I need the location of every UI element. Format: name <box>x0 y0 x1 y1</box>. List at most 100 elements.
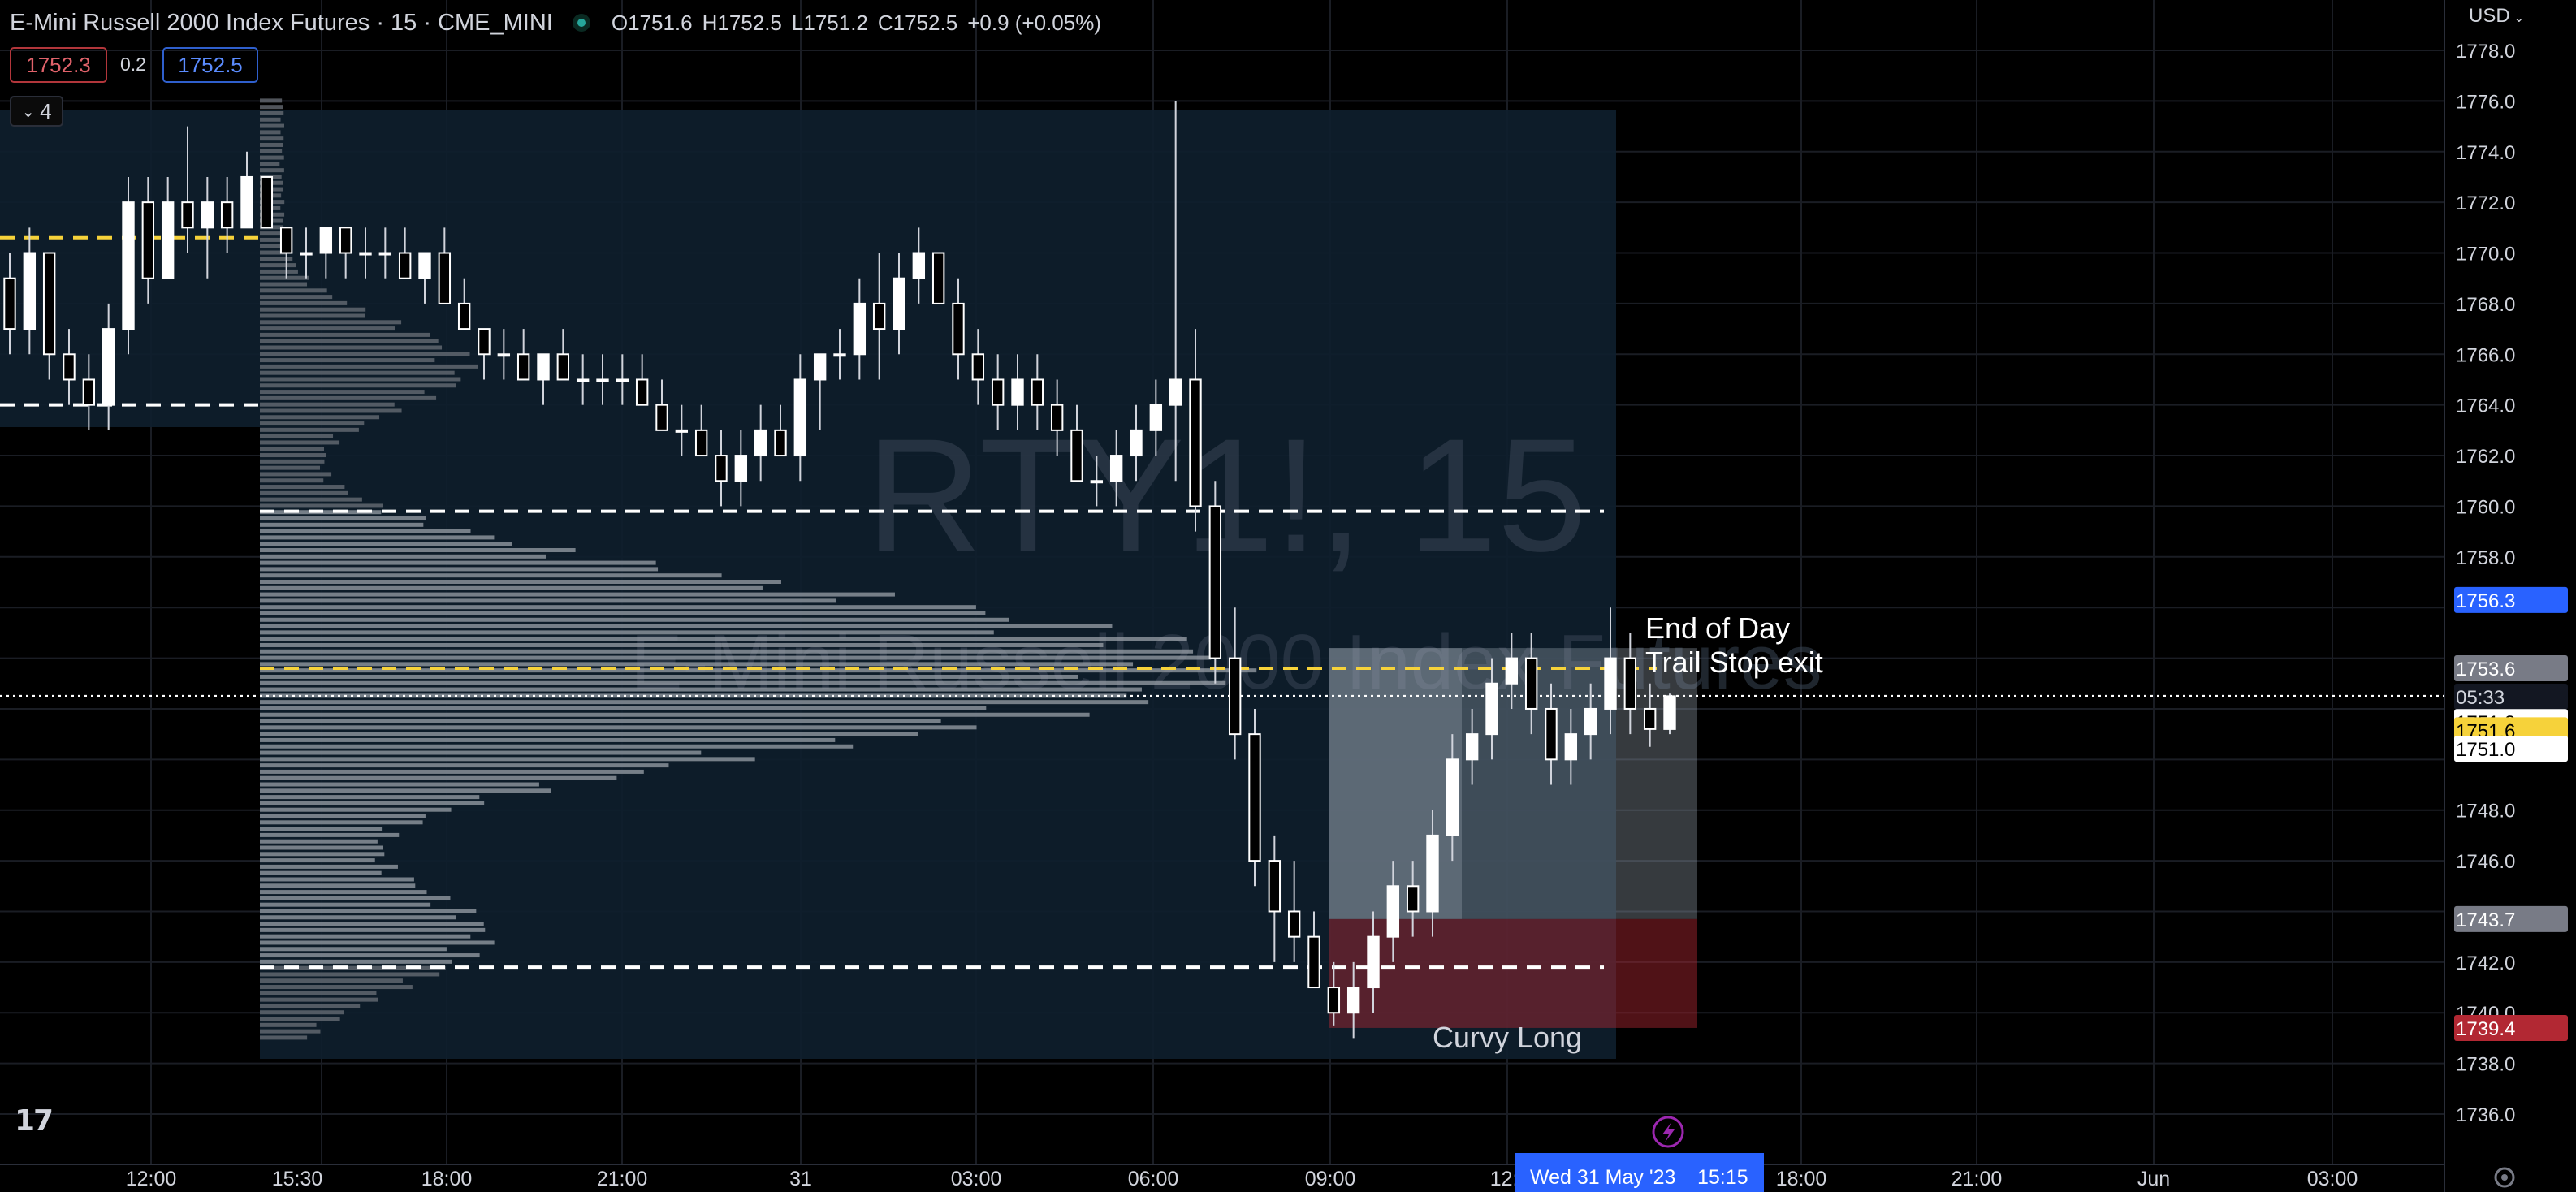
candle-body-up <box>122 201 135 330</box>
volume-profile-bar <box>260 307 366 312</box>
candle-body-down <box>1406 885 1420 913</box>
candle-body-down <box>1327 987 1341 1014</box>
price-tick-label: 1770.0 <box>2456 244 2515 266</box>
candle-body-down <box>556 353 570 381</box>
annotation-trail-stop[interactable]: Trail Stop exit <box>1645 646 1823 679</box>
volume-profile-bar <box>260 864 398 869</box>
candle-body-up <box>359 252 372 256</box>
volume-profile-bar <box>260 997 378 1002</box>
candle <box>161 176 175 279</box>
candle <box>1268 835 1282 962</box>
lightning-icon[interactable] <box>1652 1116 1684 1148</box>
candle-body-down <box>339 227 352 254</box>
candle <box>1584 683 1597 760</box>
volume-profile-bar <box>260 485 345 490</box>
volume-profile-bar <box>260 269 298 274</box>
candle <box>1130 404 1143 482</box>
volume-profile-bar <box>260 750 702 755</box>
volume-profile <box>260 98 1257 1040</box>
price-tick-label: 1774.0 <box>2456 142 2515 164</box>
currency-selector[interactable]: USD ⌄ <box>2469 5 2525 28</box>
annotation-end-of-day[interactable]: End of Day <box>1645 611 1790 645</box>
price-tick-label: 1778.0 <box>2456 41 2515 63</box>
candle-body-up <box>616 378 629 382</box>
volume-profile-bar <box>260 1017 340 1021</box>
candle-body-up <box>1090 480 1104 484</box>
volume-profile-bar <box>260 415 380 420</box>
volume-profile-bar <box>260 459 325 464</box>
candle-body-down <box>715 455 728 482</box>
crosshair-date: Wed 31 May '23 <box>1530 1166 1675 1189</box>
volume-profile-bar <box>260 674 1078 679</box>
price-tag-bg <box>2454 736 2568 762</box>
volume-profile-bar <box>260 352 470 356</box>
volume-profile-bar <box>260 300 348 305</box>
candle-body-down <box>516 353 530 381</box>
volume-profile-bar <box>260 605 976 610</box>
chevron-down-icon: ⌄ <box>2509 11 2525 25</box>
volume-profile-bar <box>260 326 395 331</box>
sell-button[interactable]: 1752.3 <box>10 47 107 83</box>
volume-profile-bar <box>260 896 451 900</box>
volume-profile-bar <box>260 985 413 990</box>
price-tag-label: 1753.6 <box>2456 659 2515 680</box>
volume-profile-bar <box>260 845 383 850</box>
ohlc-low: L1751.2 <box>791 10 868 35</box>
volume-profile-bar <box>260 814 426 818</box>
indicators-toggle[interactable]: ⌄ 4 <box>10 96 63 127</box>
candle <box>556 329 570 381</box>
price-tag-bg <box>2454 655 2568 682</box>
volume-profile-bar <box>260 687 1142 692</box>
volume-profile-bar <box>260 434 334 438</box>
volume-profile-bar <box>260 155 284 160</box>
candle-body-up <box>240 175 253 229</box>
volume-profile-bar <box>260 706 987 710</box>
volume-profile-bar <box>260 1010 344 1015</box>
symbol-title[interactable]: E-Mini Russell 2000 Index Futures · 15 ·… <box>10 9 553 36</box>
price-tag: 1753.6 <box>2454 655 2568 682</box>
candle <box>378 227 392 279</box>
ohlc-change: +0.9 (+0.05%) <box>967 10 1101 35</box>
spread-value: 0.2 <box>120 54 146 75</box>
tradingview-logo-icon[interactable]: 17 <box>15 1104 54 1138</box>
volume-profile-bar <box>260 358 435 363</box>
ohlc-readout: O1751.6 H1752.5 L1751.2 C1752.5 +0.9 (+0.05%… <box>612 11 1111 36</box>
candle <box>497 329 511 380</box>
candle <box>102 303 115 430</box>
candle-body-down <box>1524 657 1538 710</box>
volume-profile-bar <box>260 402 395 407</box>
candle-body-up <box>418 252 431 279</box>
candle <box>734 430 748 507</box>
candle <box>42 252 56 380</box>
candle <box>181 126 194 253</box>
time-tick-label: 31 <box>789 1168 812 1190</box>
candle-body-up <box>300 252 313 256</box>
price-tag: 1739.4 <box>2454 1014 2568 1041</box>
candle-body-down <box>1208 505 1222 659</box>
buy-button[interactable]: 1752.5 <box>162 47 258 83</box>
volume-profile-bar <box>260 788 551 793</box>
candle <box>516 329 530 381</box>
candle-body-down <box>478 328 491 356</box>
volume-profile-bar <box>260 478 324 483</box>
candle-body-up <box>1426 834 1439 913</box>
candle-body-up <box>1169 378 1182 406</box>
volume-profile-bar <box>260 965 446 970</box>
candle-body-up <box>1604 657 1617 710</box>
candle-body-up <box>754 429 767 457</box>
market-status-icon[interactable] <box>572 14 590 32</box>
settings-icon[interactable] <box>2494 1167 2515 1188</box>
time-tick-label: 03:00 <box>2307 1168 2358 1190</box>
long-position-tool[interactable] <box>1329 648 1697 1028</box>
volume-profile-bar <box>260 573 722 578</box>
volume-profile-bar <box>260 383 456 388</box>
candle <box>774 404 787 457</box>
price-tick-label: 1746.0 <box>2456 851 2515 873</box>
volume-profile-bar <box>260 883 416 888</box>
volume-profile-bar <box>260 795 480 800</box>
volume-profile-bar <box>260 827 383 831</box>
time-tick-label: 21:00 <box>1951 1168 2003 1190</box>
candle-body-up <box>201 201 214 229</box>
volume-profile-bar <box>260 732 918 736</box>
